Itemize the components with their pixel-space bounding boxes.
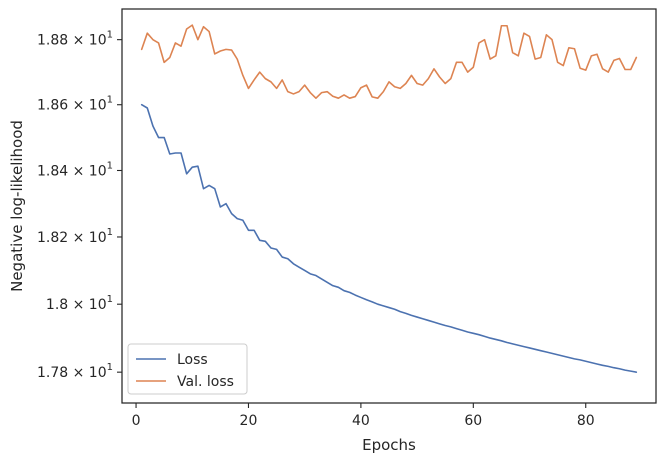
x-axis: 0 20 40 60 80 bbox=[132, 403, 595, 429]
x-tick-label: 60 bbox=[464, 413, 482, 429]
y-tick-label: 1.82 × 101 bbox=[37, 227, 113, 246]
y-tick-label: 1.84 × 101 bbox=[37, 160, 113, 179]
y-tick-label: 1.78 × 101 bbox=[37, 362, 113, 381]
x-tick-label: 80 bbox=[577, 413, 595, 429]
x-tick-label: 0 bbox=[132, 413, 141, 429]
y-tick-label: 1.86 × 101 bbox=[37, 95, 113, 114]
y-tick-label: 1.88 × 101 bbox=[37, 30, 113, 49]
x-axis-label: Epochs bbox=[362, 436, 416, 454]
legend-label-val-loss: Val. loss bbox=[177, 374, 234, 390]
legend: Loss Val. loss bbox=[127, 343, 248, 395]
x-tick-label: 20 bbox=[240, 413, 258, 429]
plot-frame bbox=[121, 8, 657, 404]
series-line-loss bbox=[140, 103, 638, 373]
series-line-val-loss bbox=[140, 24, 638, 99]
x-tick-label: 40 bbox=[352, 413, 370, 429]
series-layer bbox=[140, 24, 638, 373]
y-tick-label: 1.8 × 101 bbox=[46, 294, 113, 313]
legend-label-loss: Loss bbox=[177, 352, 208, 368]
y-axis-label: Negative log-likelihood bbox=[8, 120, 26, 292]
plot-background bbox=[122, 9, 656, 403]
y-axis: 1.78 × 101 1.8 × 101 1.82 × 101 1.84 × 101 1… bbox=[37, 30, 122, 381]
